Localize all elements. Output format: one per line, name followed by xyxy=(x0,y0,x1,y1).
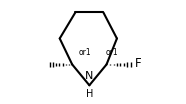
Text: or1: or1 xyxy=(105,48,118,57)
Text: N: N xyxy=(85,71,94,81)
Text: or1: or1 xyxy=(79,48,92,57)
Text: H: H xyxy=(86,89,93,99)
Text: F: F xyxy=(135,57,141,70)
